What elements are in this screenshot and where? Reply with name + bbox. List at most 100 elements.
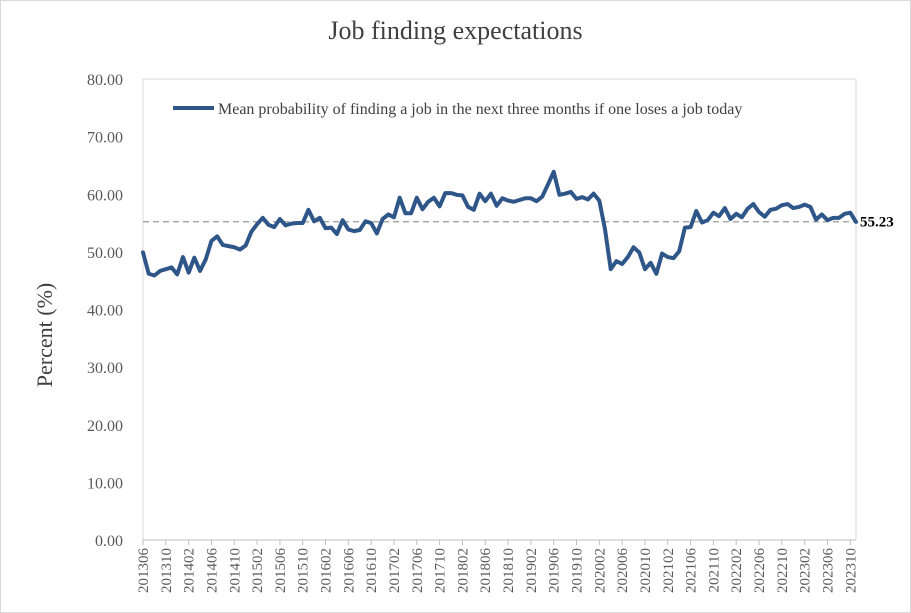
data-point [603, 227, 607, 231]
data-point [740, 215, 744, 219]
data-point [204, 257, 208, 261]
data-point [227, 244, 231, 248]
data-point [729, 217, 733, 221]
data-point [249, 230, 253, 234]
data-point [489, 192, 493, 196]
data-point [421, 207, 424, 211]
data-point [272, 225, 276, 229]
data-point [375, 231, 379, 235]
data-point [478, 192, 482, 196]
data-point [529, 196, 533, 200]
data-point [535, 199, 539, 203]
x-tick-label: 201306 [136, 548, 152, 594]
data-point [563, 192, 567, 196]
y-tick-label: 30.00 [87, 360, 123, 377]
data-point [506, 199, 510, 203]
x-tick-label: 201802 [455, 548, 471, 593]
data-point [580, 195, 584, 199]
data-point [261, 216, 265, 220]
data-point [803, 203, 807, 207]
x-tick-label: 201506 [273, 548, 289, 594]
data-point [614, 259, 618, 263]
data-point [306, 208, 310, 212]
data-point [746, 207, 750, 211]
data-point [455, 193, 459, 197]
data-point [620, 262, 624, 266]
x-tick-label: 201410 [227, 548, 243, 593]
data-point [426, 200, 430, 204]
data-point [318, 216, 322, 220]
x-tick-label: 201710 [433, 548, 449, 593]
data-point [324, 226, 328, 230]
data-point [209, 239, 213, 243]
x-tick-label: 202010 [638, 548, 654, 593]
data-point [232, 245, 236, 249]
data-point [632, 245, 636, 249]
data-point [649, 261, 653, 265]
data-point [643, 267, 647, 271]
data-point [466, 205, 470, 209]
data-point [335, 232, 339, 236]
data-point [438, 204, 442, 208]
x-tick-label: 202310 [843, 548, 859, 593]
x-tick-label: 201906 [547, 548, 563, 594]
x-tick-label: 202106 [684, 548, 700, 594]
data-point [495, 204, 499, 208]
data-point [187, 271, 191, 275]
data-point [449, 191, 453, 195]
x-tick-label: 202306 [820, 548, 836, 594]
x-tick-label: 201406 [204, 548, 220, 594]
data-point [797, 205, 801, 209]
data-point [386, 212, 390, 216]
data-point [170, 265, 174, 269]
y-tick-label: 60.00 [87, 187, 123, 204]
data-point [540, 195, 544, 199]
data-point [175, 272, 179, 276]
x-tick-label: 202110 [706, 548, 722, 592]
data-point [700, 220, 704, 224]
y-tick-label: 20.00 [87, 418, 123, 435]
data-point [671, 256, 675, 260]
data-point [312, 219, 316, 223]
x-tick-label: 201806 [478, 548, 494, 594]
data-point [825, 218, 829, 222]
data-point [774, 207, 778, 211]
data-point [295, 221, 299, 225]
x-tick-label: 202302 [798, 548, 814, 593]
x-tick-label: 201402 [182, 548, 198, 593]
data-point [409, 211, 413, 215]
y-tick-label: 10.00 [87, 475, 123, 492]
data-point [363, 219, 367, 223]
data-point [666, 255, 670, 259]
data-point [677, 249, 681, 253]
data-point [597, 199, 601, 203]
data-point [152, 274, 156, 277]
data-point [751, 202, 755, 206]
data-point [284, 223, 288, 227]
data-point [221, 243, 225, 247]
data-point [820, 212, 824, 216]
x-tick-label: 201502 [250, 548, 266, 593]
y-tick-label: 50.00 [87, 245, 123, 262]
x-tick-label: 201810 [501, 548, 517, 593]
data-point [546, 182, 550, 186]
data-point [341, 218, 345, 222]
x-tick-label: 202206 [752, 548, 768, 594]
data-point [683, 226, 687, 230]
data-point [517, 198, 521, 202]
x-tick-label: 201706 [410, 548, 426, 594]
data-point [141, 250, 145, 254]
x-tick-label: 202002 [592, 548, 608, 593]
data-point [791, 206, 795, 210]
data-point [472, 208, 476, 212]
data-point [432, 196, 436, 200]
data-point [398, 196, 402, 200]
data-point [164, 267, 168, 271]
x-tick-label: 201510 [296, 548, 312, 593]
data-point [609, 267, 613, 271]
data-point [381, 217, 385, 221]
data-point [763, 215, 767, 219]
data-point [654, 272, 658, 276]
data-point [352, 229, 356, 233]
